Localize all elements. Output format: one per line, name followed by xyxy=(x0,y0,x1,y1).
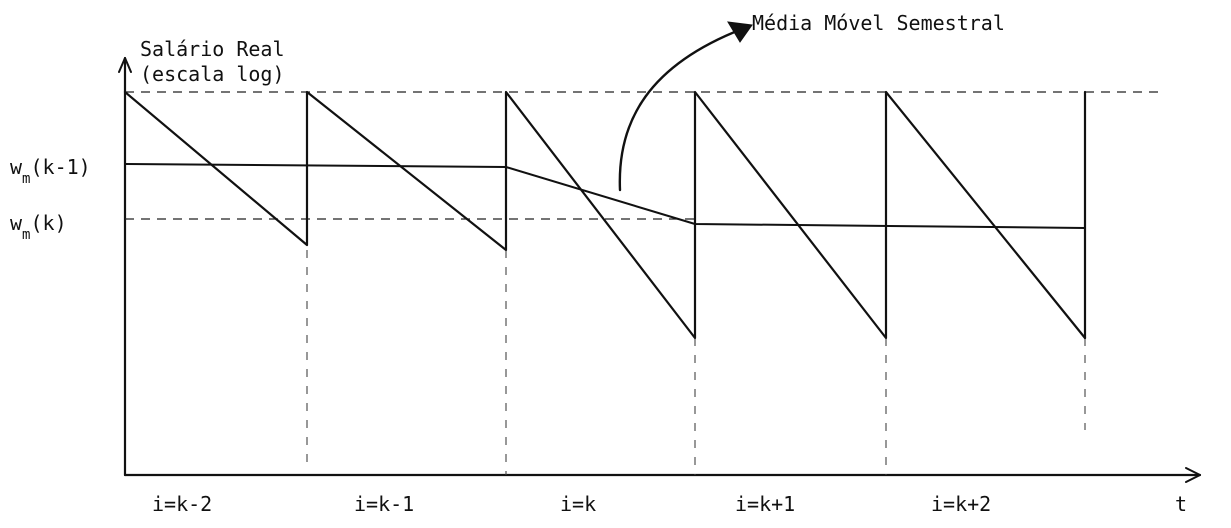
x-axis-arrowhead xyxy=(1185,467,1201,483)
moving-average-line xyxy=(124,163,1086,229)
y-axis-label-line1: Salário Real xyxy=(140,37,285,61)
period-label: i=k-1 xyxy=(354,492,414,516)
wm-k-main: w xyxy=(10,211,23,235)
period-label: i=k xyxy=(560,492,596,516)
y-axis-arrowhead xyxy=(118,57,132,73)
annotation-label: Média Móvel Semestral xyxy=(752,11,1005,35)
real-wage-sawtooth-line xyxy=(123,90,1087,340)
annotation-curved-arrow xyxy=(618,27,744,192)
wm-k-subscript: m xyxy=(22,227,30,243)
wm-k-minus-1-main: w xyxy=(10,155,23,179)
y-axis-label-line2: (escala log) xyxy=(140,62,285,86)
period-label: i=k+2 xyxy=(931,492,991,516)
wm-k-minus-1-arg: (k-1) xyxy=(30,155,90,179)
wm-k-minus-1-subscript: m xyxy=(22,171,30,187)
annotation-arrowhead xyxy=(727,21,753,43)
x-axis-label: t xyxy=(1175,492,1187,516)
wm-k-minus-1-label: wm(k-1) xyxy=(10,155,91,187)
period-label: i=k+1 xyxy=(735,492,795,516)
period-label: i=k-2 xyxy=(152,492,212,516)
wm-k-arg: (k) xyxy=(30,211,66,235)
wm-k-label: wm(k) xyxy=(10,211,67,243)
